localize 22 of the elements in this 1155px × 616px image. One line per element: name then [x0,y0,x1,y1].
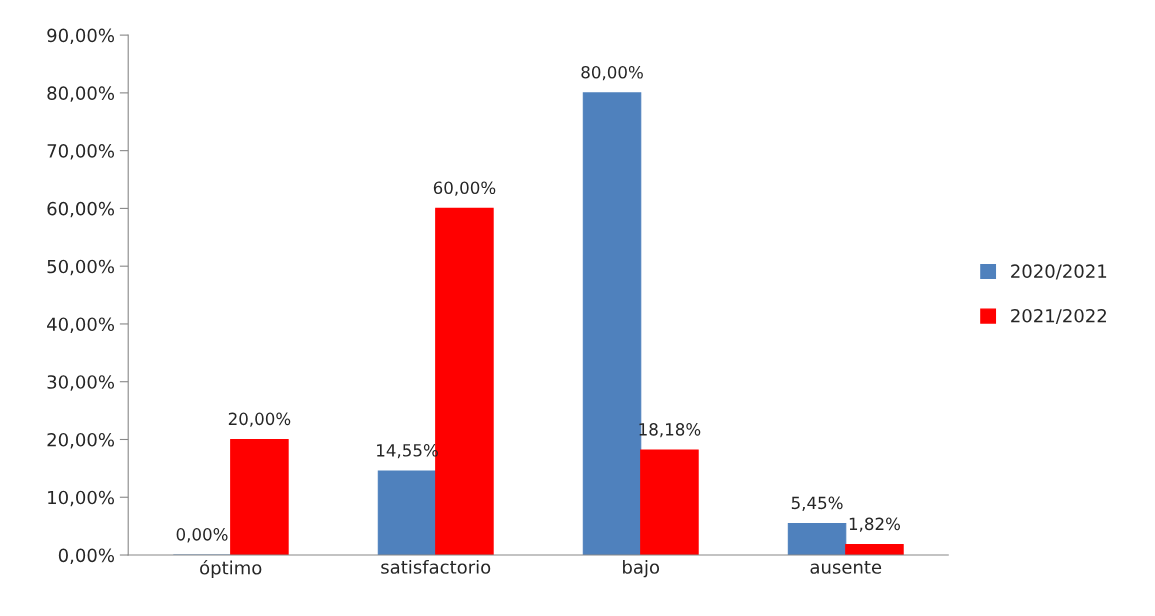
legend-label: 2020/2021 [1011,264,1107,280]
x-tick-label: óptimo [200,559,262,579]
data-label: 0,00% [176,528,228,543]
y-tick-label: 10,00% [48,490,115,507]
y-tick-label: 30,00% [47,375,115,391]
y-tick-label: 40,00% [47,317,115,333]
y-tick-label: 90,00% [47,28,115,45]
y-tick-label: 70,00% [47,144,115,160]
data-label: 20,00% [228,412,291,427]
y-tick-label: 60,00% [47,201,115,218]
x-tick-label: ausente [810,560,882,574]
data-label: 80,00% [581,65,643,81]
data-label: 1,82% [849,517,900,532]
y-tick-label: 80,00% [47,86,115,102]
y-tick-label: 20,00% [47,432,115,449]
x-tick-label: satisfactorio [381,559,491,574]
legend-label: 2021/2022 [1011,308,1106,324]
y-tick-label: 0,00% [58,548,115,564]
x-tick-label: bajo [623,559,660,578]
y-tick-label: 50,00% [47,259,115,276]
data-label: 60,00% [433,181,496,196]
data-label: 5,45% [791,496,843,511]
